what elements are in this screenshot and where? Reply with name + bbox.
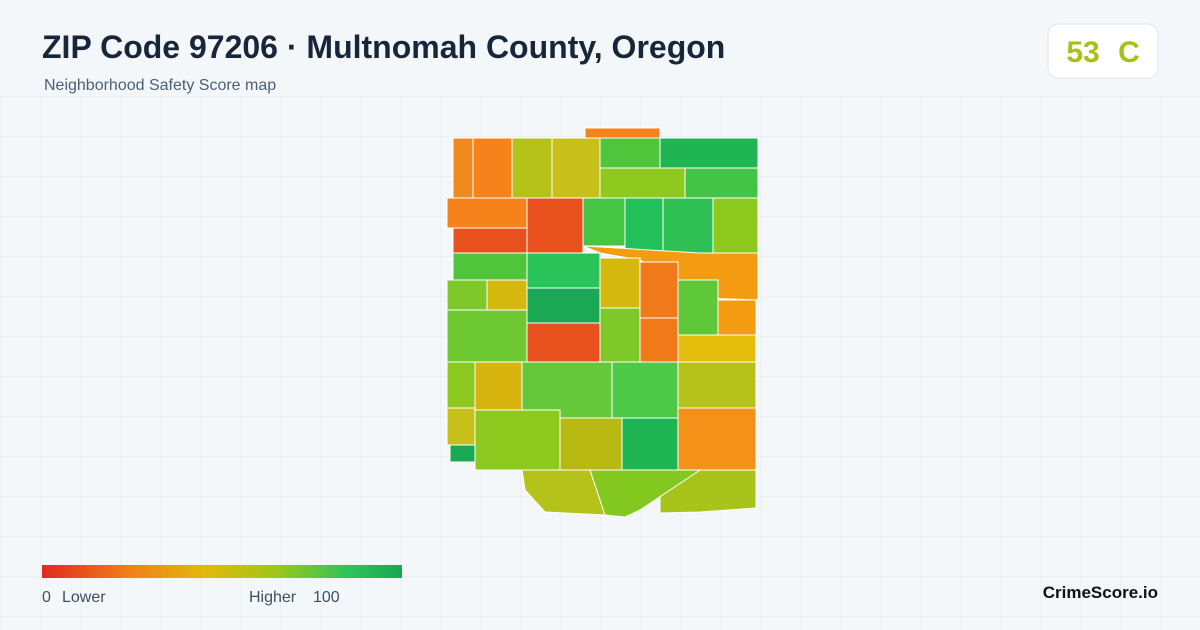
district xyxy=(677,279,719,346)
district xyxy=(551,137,601,199)
district xyxy=(582,197,626,247)
district xyxy=(559,417,623,471)
district xyxy=(446,361,476,409)
district xyxy=(684,167,759,199)
district xyxy=(659,137,759,169)
district xyxy=(452,137,474,199)
district xyxy=(624,197,664,254)
district xyxy=(639,317,679,363)
district xyxy=(639,261,679,319)
district xyxy=(446,309,528,363)
district xyxy=(472,137,513,199)
zip-map xyxy=(446,127,759,518)
score: 53 xyxy=(1066,36,1099,69)
legend-min: 0 xyxy=(42,589,51,606)
score-badge xyxy=(1047,23,1159,79)
district xyxy=(599,167,686,199)
district xyxy=(526,287,601,324)
district xyxy=(474,409,561,471)
legend-max: 100 xyxy=(313,589,340,606)
district xyxy=(621,417,679,471)
district xyxy=(677,334,757,363)
district xyxy=(446,197,528,229)
district xyxy=(511,137,553,199)
district xyxy=(446,279,488,311)
district xyxy=(599,257,641,309)
district xyxy=(526,322,601,363)
district xyxy=(474,361,523,416)
district xyxy=(526,252,601,289)
district xyxy=(521,469,606,516)
district xyxy=(662,197,714,254)
district xyxy=(599,307,641,363)
grade: C xyxy=(1118,36,1140,69)
district xyxy=(521,361,613,419)
district xyxy=(717,299,757,336)
legend-scale xyxy=(42,565,402,578)
legend-min-label: Lower xyxy=(62,589,106,606)
legend-max-label: Higher xyxy=(249,589,297,606)
brand: CrimeScore.io xyxy=(1043,583,1158,602)
district xyxy=(449,444,476,463)
title: ZIP Code 97206 · Multnomah County, Orego… xyxy=(42,29,725,65)
district xyxy=(677,407,757,471)
district xyxy=(446,407,476,446)
district xyxy=(599,137,661,169)
district xyxy=(712,197,759,254)
district xyxy=(526,197,584,254)
district xyxy=(589,469,702,518)
district xyxy=(611,361,679,419)
district xyxy=(677,361,757,409)
subtitle: Neighborhood Safety Score map xyxy=(44,77,276,94)
district xyxy=(584,127,661,139)
district xyxy=(452,227,528,254)
district xyxy=(452,252,528,281)
